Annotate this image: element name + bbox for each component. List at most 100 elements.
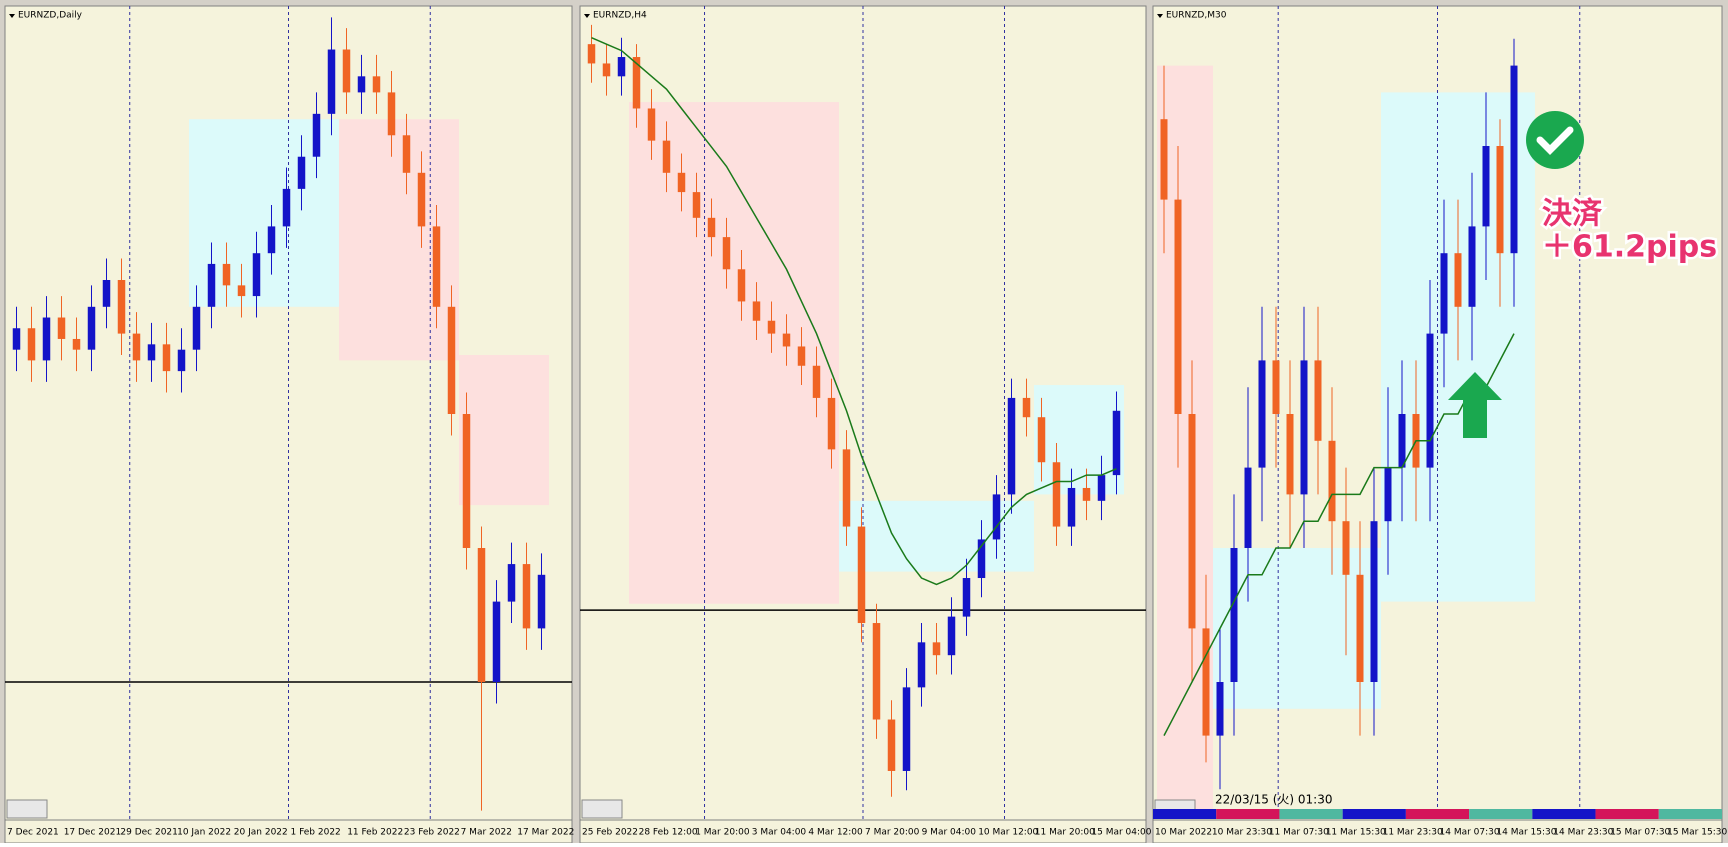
zone [1213,548,1381,709]
x-tick-label: 14 Mar 15:30 [1496,828,1556,838]
session-bar [1658,809,1722,819]
candle-body [372,76,381,93]
moving-average [1163,333,1515,736]
candle-body [537,574,546,629]
candle-body [117,280,126,334]
candle-body [432,226,441,307]
x-tick-label: 7 Mar 2022 [461,828,512,838]
candle-body [1188,414,1196,629]
title-arrow [584,14,590,18]
candle-body [1426,333,1434,468]
candle-body [72,338,81,350]
candle-body [1314,360,1322,441]
candle-body [507,564,516,602]
candle-body [1342,521,1350,575]
candle-body [252,253,261,297]
x-tick-label: 1 Mar 20:00 [695,828,750,838]
candle-body [812,365,821,398]
candle-body [237,285,246,297]
zone [1034,385,1124,495]
candle-body [932,642,941,656]
x-tick-label: 20 Jan 2022 [234,828,288,838]
x-tick-label: 11 Mar 23:30 [1383,828,1443,838]
candle-body [1510,65,1518,254]
candle-body [602,63,611,77]
session-bar [1153,809,1217,819]
session-bar [1595,809,1659,819]
candle-body [1496,146,1504,254]
x-tick-label: 7 Dec 2021 [7,828,59,838]
result-label: ＋61.2pips [1542,230,1717,265]
session-bar [1532,809,1596,819]
candle-body [1174,199,1182,414]
candle-body [312,113,321,157]
zone [839,500,1034,572]
x-tick-label: 15 Mar 15:30 [1667,828,1727,838]
candle-body [387,92,396,136]
candle-body [857,526,866,624]
session-bar [1342,809,1406,819]
candle-body [1384,467,1392,522]
candle-body [962,578,971,617]
candle-body [1097,475,1106,501]
candle-body [162,344,171,372]
session-bar [1405,809,1470,819]
title-arrow [1157,14,1163,18]
candle-body [722,237,731,270]
candle-body [647,108,656,141]
x-tick-label: 11 Mar 07:30 [1269,828,1329,838]
x-tick-label: 28 Feb 12:00 [639,828,698,838]
session-bar [1216,809,1280,819]
candle-body [707,217,716,238]
x-tick-label: 11 Mar 15:30 [1326,828,1386,838]
candle-body [42,317,51,361]
x-tick-label: 1 Feb 2022 [291,828,341,838]
x-tick-label: 10 Jan 2022 [177,828,231,838]
candle-body [267,226,276,254]
candle-body [1258,360,1266,468]
candle-body [632,57,641,109]
candle-body [192,306,201,350]
check-mark [1536,126,1574,155]
candle-body [87,306,96,350]
toolbar-icons [6,799,48,819]
candle-body [402,135,411,173]
candle-body [737,269,746,302]
session-bar [1279,809,1343,819]
candle-body [1356,574,1364,682]
candle-body [132,333,141,361]
x-tick-label: 17 Mar 2022 [517,828,574,838]
x-tick-label: 7 Mar 20:00 [865,828,920,838]
candle-body [342,49,351,93]
candle-body [1052,462,1061,527]
candle-body [102,280,111,307]
x-tick-label: 3 Mar 04:00 [752,828,807,838]
candle-body [767,320,776,334]
candle-body [1112,410,1121,476]
zone [339,119,459,361]
x-tick-label: 4 Mar 12:00 [808,828,863,838]
candle-body [617,57,626,77]
candle-body [27,328,36,361]
x-tick-label: 15 Mar 07:30 [1610,828,1670,838]
candle-body [1082,487,1091,501]
session-bar [1469,809,1533,819]
chart-title: EURNZD,M30 [1166,11,1227,21]
zone [459,355,549,506]
moving-average [591,37,1117,586]
candle-body [1454,253,1462,307]
x-tick-label: 14 Mar 07:30 [1440,828,1500,838]
up-arrow [1448,372,1502,438]
check-icon [1526,111,1584,169]
x-tick-label: 15 Mar 04:00 [1091,828,1151,838]
candle-body [1216,682,1224,736]
candle-body [1398,414,1406,468]
candle-body [1440,253,1448,334]
candle-body [417,172,426,227]
candle-body [1067,487,1076,527]
x-tick-label: 11 Feb 2022 [347,828,403,838]
candle-body [782,333,791,347]
candle-body [1022,397,1031,418]
